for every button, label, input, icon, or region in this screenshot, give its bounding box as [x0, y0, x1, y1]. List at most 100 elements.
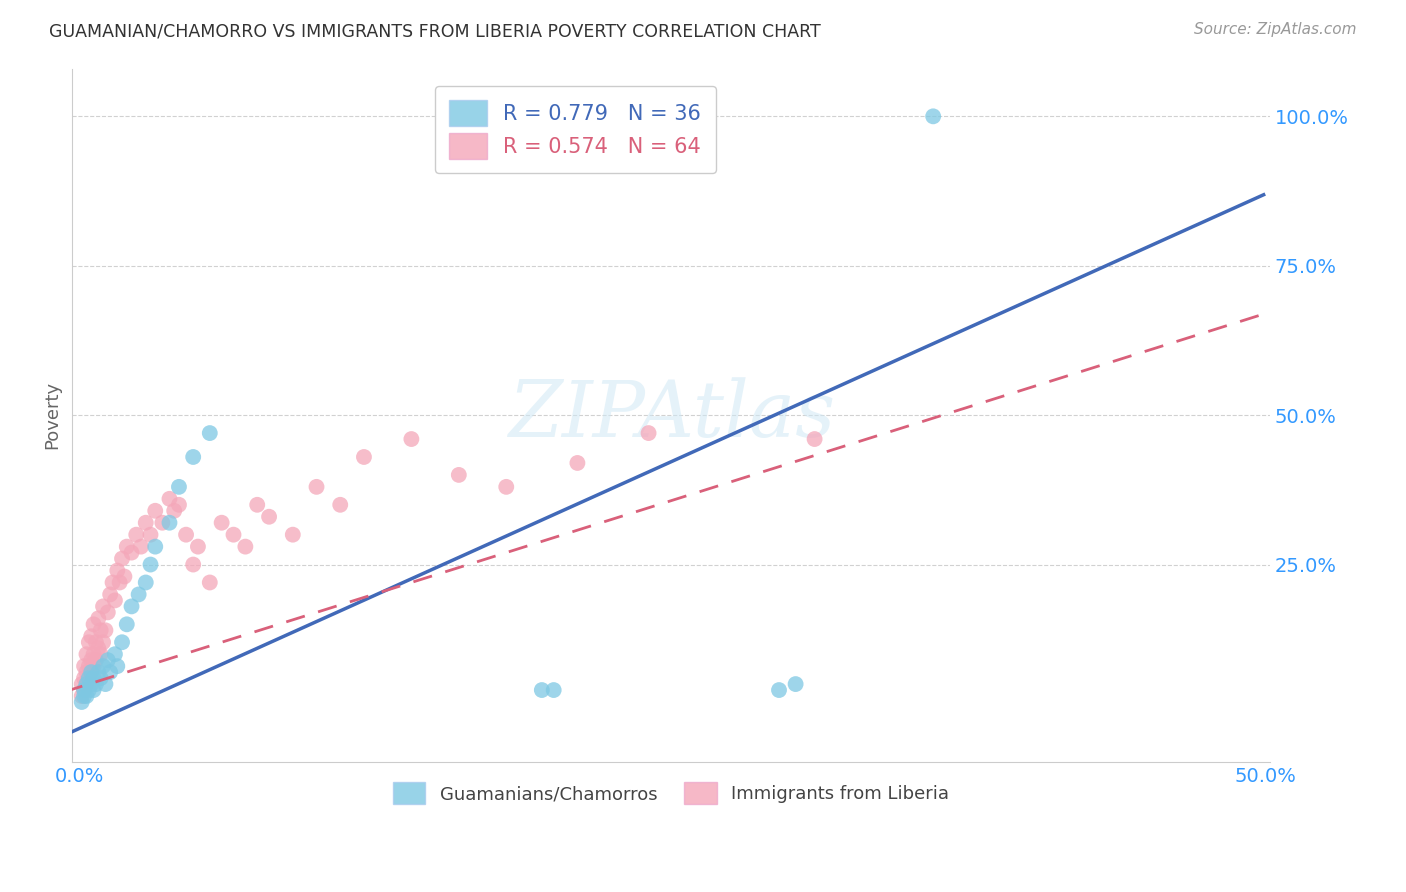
- Point: [121, 599, 143, 614]
- Point: [98, 587, 121, 601]
- Point: [80, 665, 103, 680]
- Point: [198, 575, 221, 590]
- Point: [73, 659, 96, 673]
- Point: [235, 540, 257, 554]
- Point: [139, 527, 162, 541]
- Text: GUAMANIAN/CHAMORRO VS IMMIGRANTS FROM LIBERIA POVERTY CORRELATION CHART: GUAMANIAN/CHAMORRO VS IMMIGRANTS FROM LI…: [49, 22, 821, 40]
- Point: [281, 527, 304, 541]
- Point: [91, 659, 114, 673]
- Point: [257, 509, 280, 524]
- Point: [447, 467, 470, 482]
- Point: [91, 599, 114, 614]
- Point: [94, 677, 117, 691]
- Point: [159, 516, 181, 530]
- Point: [90, 671, 112, 685]
- Point: [94, 624, 117, 638]
- Point: [785, 677, 807, 691]
- Point: [80, 629, 103, 643]
- Point: [567, 456, 589, 470]
- Point: [167, 498, 190, 512]
- Point: [70, 677, 93, 691]
- Point: [77, 671, 100, 685]
- Text: ZIPAtlas: ZIPAtlas: [508, 377, 835, 453]
- Point: [135, 575, 157, 590]
- Point: [159, 491, 181, 506]
- Point: [150, 516, 173, 530]
- Point: [91, 635, 114, 649]
- Point: [104, 647, 127, 661]
- Point: [246, 498, 269, 512]
- Point: [80, 653, 103, 667]
- Point: [329, 498, 352, 512]
- Point: [87, 665, 110, 680]
- Point: [87, 641, 110, 656]
- Point: [83, 617, 105, 632]
- Point: [104, 593, 127, 607]
- Point: [128, 587, 150, 601]
- Point: [80, 665, 103, 680]
- Point: [101, 575, 124, 590]
- Point: [163, 504, 186, 518]
- Point: [77, 671, 100, 685]
- Point: [83, 659, 105, 673]
- Point: [353, 450, 375, 464]
- Point: [222, 527, 245, 541]
- Point: [108, 575, 131, 590]
- Point: [90, 647, 112, 661]
- Point: [305, 480, 328, 494]
- Point: [73, 689, 96, 703]
- Point: [115, 540, 138, 554]
- Point: [83, 671, 105, 685]
- Point: [77, 683, 100, 698]
- Point: [70, 695, 93, 709]
- Point: [125, 527, 148, 541]
- Point: [75, 677, 97, 691]
- Point: [112, 569, 135, 583]
- Point: [98, 665, 121, 680]
- Point: [105, 659, 128, 673]
- Point: [922, 109, 945, 123]
- Point: [84, 677, 107, 691]
- Point: [803, 432, 825, 446]
- Point: [73, 683, 96, 698]
- Point: [543, 683, 565, 698]
- Point: [80, 677, 103, 691]
- Point: [97, 653, 120, 667]
- Point: [84, 635, 107, 649]
- Point: [181, 558, 204, 572]
- Point: [115, 617, 138, 632]
- Point: [75, 689, 97, 703]
- Y-axis label: Poverty: Poverty: [44, 381, 60, 450]
- Point: [135, 516, 157, 530]
- Point: [75, 677, 97, 691]
- Point: [105, 564, 128, 578]
- Point: [83, 647, 105, 661]
- Point: [198, 426, 221, 441]
- Point: [90, 624, 112, 638]
- Point: [129, 540, 152, 554]
- Text: Source: ZipAtlas.com: Source: ZipAtlas.com: [1194, 22, 1357, 37]
- Point: [181, 450, 204, 464]
- Point: [121, 546, 143, 560]
- Point: [73, 683, 96, 698]
- Point: [187, 540, 209, 554]
- Point: [401, 432, 423, 446]
- Point: [111, 635, 134, 649]
- Point: [637, 426, 659, 441]
- Point: [75, 647, 97, 661]
- Point: [495, 480, 517, 494]
- Point: [174, 527, 197, 541]
- Point: [530, 683, 553, 698]
- Point: [70, 689, 93, 703]
- Point: [211, 516, 233, 530]
- Point: [87, 611, 110, 625]
- Point: [77, 659, 100, 673]
- Point: [768, 683, 790, 698]
- Point: [73, 671, 96, 685]
- Point: [143, 540, 166, 554]
- Point: [77, 635, 100, 649]
- Point: [139, 558, 162, 572]
- Point: [75, 665, 97, 680]
- Point: [97, 606, 120, 620]
- Point: [84, 653, 107, 667]
